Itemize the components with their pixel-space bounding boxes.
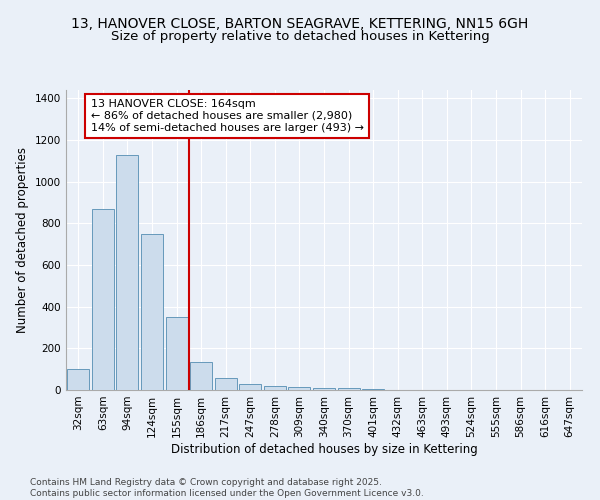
Bar <box>264 386 286 390</box>
Bar <box>215 378 237 390</box>
Bar <box>190 362 212 390</box>
Bar <box>338 388 359 390</box>
Bar <box>116 154 139 390</box>
X-axis label: Distribution of detached houses by size in Kettering: Distribution of detached houses by size … <box>170 442 478 456</box>
Bar <box>313 388 335 390</box>
Bar <box>362 389 384 390</box>
Bar <box>67 369 89 390</box>
Text: 13, HANOVER CLOSE, BARTON SEAGRAVE, KETTERING, NN15 6GH: 13, HANOVER CLOSE, BARTON SEAGRAVE, KETT… <box>71 18 529 32</box>
Bar <box>239 384 262 390</box>
Y-axis label: Number of detached properties: Number of detached properties <box>16 147 29 333</box>
Bar <box>141 234 163 390</box>
Bar <box>289 387 310 390</box>
Bar <box>92 209 114 390</box>
Text: Size of property relative to detached houses in Kettering: Size of property relative to detached ho… <box>110 30 490 43</box>
Text: Contains HM Land Registry data © Crown copyright and database right 2025.
Contai: Contains HM Land Registry data © Crown c… <box>30 478 424 498</box>
Text: 13 HANOVER CLOSE: 164sqm
← 86% of detached houses are smaller (2,980)
14% of sem: 13 HANOVER CLOSE: 164sqm ← 86% of detach… <box>91 100 364 132</box>
Bar <box>166 317 188 390</box>
